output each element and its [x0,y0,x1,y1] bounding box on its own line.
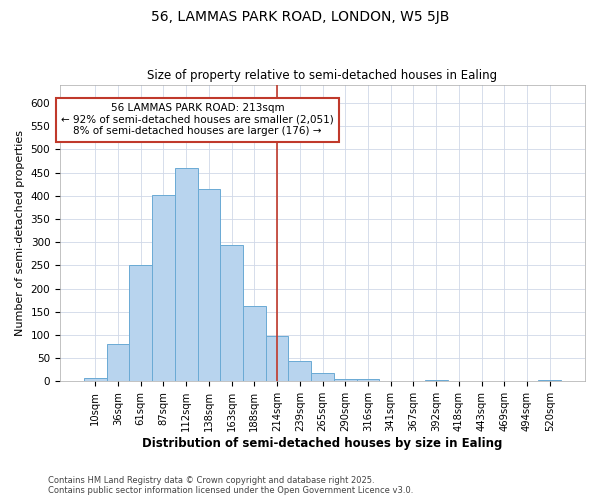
Y-axis label: Number of semi-detached properties: Number of semi-detached properties [15,130,25,336]
Bar [356,378,379,382]
Bar [175,168,197,382]
Bar [538,380,561,382]
Text: Contains HM Land Registry data © Crown copyright and database right 2025.
Contai: Contains HM Land Registry data © Crown c… [48,476,413,495]
Bar [243,306,266,382]
Bar [334,378,356,382]
Bar [266,336,289,382]
Bar [130,266,152,382]
Text: 56 LAMMAS PARK ROAD: 213sqm
← 92% of semi-detached houses are smaller (2,051)
8%: 56 LAMMAS PARK ROAD: 213sqm ← 92% of sem… [61,103,334,136]
Bar [84,378,107,382]
Bar [311,373,334,382]
Bar [107,344,130,382]
Bar [220,244,243,382]
Bar [289,362,311,382]
X-axis label: Distribution of semi-detached houses by size in Ealing: Distribution of semi-detached houses by … [142,437,503,450]
Bar [152,195,175,382]
Bar [425,380,448,382]
Title: Size of property relative to semi-detached houses in Ealing: Size of property relative to semi-detach… [148,69,497,82]
Bar [197,190,220,382]
Text: 56, LAMMAS PARK ROAD, LONDON, W5 5JB: 56, LAMMAS PARK ROAD, LONDON, W5 5JB [151,10,449,24]
